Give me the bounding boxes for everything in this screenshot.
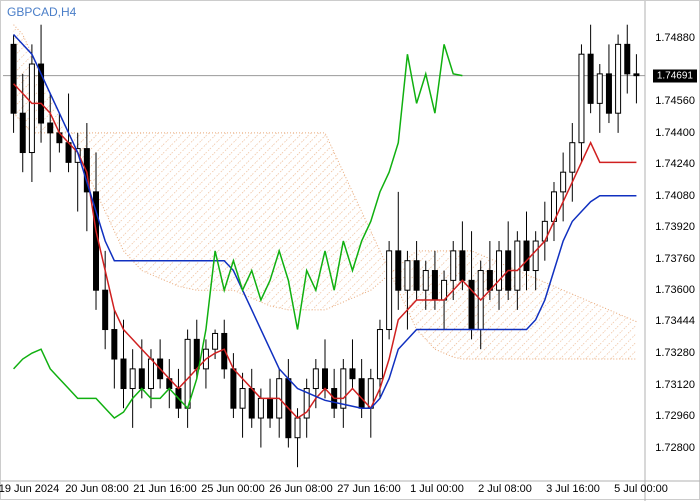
x-axis-label: 2 Jul 08:00	[478, 483, 532, 495]
y-axis-label: 1.73444	[655, 315, 695, 327]
y-axis-label: 1.74080	[655, 190, 695, 202]
y-axis-label: 1.73120	[655, 379, 695, 391]
y-axis-label: 1.72800	[655, 442, 695, 454]
x-axis-label: 19 Jun 2024	[0, 483, 59, 495]
x-axis-label: 20 Jun 08:00	[65, 483, 129, 495]
x-axis-label: 1 Jul 00:00	[410, 483, 464, 495]
chart-svg	[1, 1, 700, 501]
y-axis-label: 1.73600	[655, 284, 695, 296]
y-axis-label: 1.74560	[655, 95, 695, 107]
y-axis-label: 1.73920	[655, 221, 695, 233]
y-axis-label: 1.73280	[655, 347, 695, 359]
x-axis-label: 25 Jun 00:00	[201, 483, 265, 495]
x-axis-label: 5 Jul 00:00	[614, 483, 668, 495]
y-axis-label: 1.73760	[655, 253, 695, 265]
symbol-label: GBPCAD,H4	[7, 5, 76, 19]
x-axis-label: 27 Jun 16:00	[337, 483, 401, 495]
y-axis-label: 1.74240	[655, 158, 695, 170]
y-axis-label: 1.72960	[655, 410, 695, 422]
y-axis-label: 1.74880	[655, 32, 695, 44]
current-price-tag: 1.74691	[653, 69, 697, 82]
x-axis-label: 3 Jul 16:00	[546, 483, 600, 495]
x-axis-label: 26 Jun 08:00	[269, 483, 333, 495]
x-axis-label: 21 Jun 16:00	[133, 483, 197, 495]
chart-container[interactable]: GBPCAD,H4 1.74880 1.74560 1.74400 1.74240 1.…	[0, 0, 700, 500]
y-axis-label: 1.74400	[655, 127, 695, 139]
